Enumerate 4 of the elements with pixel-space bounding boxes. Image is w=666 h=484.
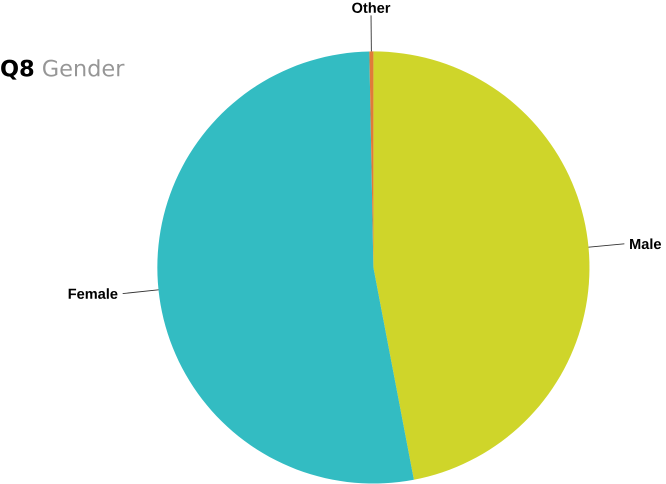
- slice-label: Male: [630, 238, 662, 250]
- text: Q8 Gender: [1, 60, 124, 80]
- slice-label: Female: [68, 288, 118, 300]
- slice-label: Other: [352, 2, 390, 14]
